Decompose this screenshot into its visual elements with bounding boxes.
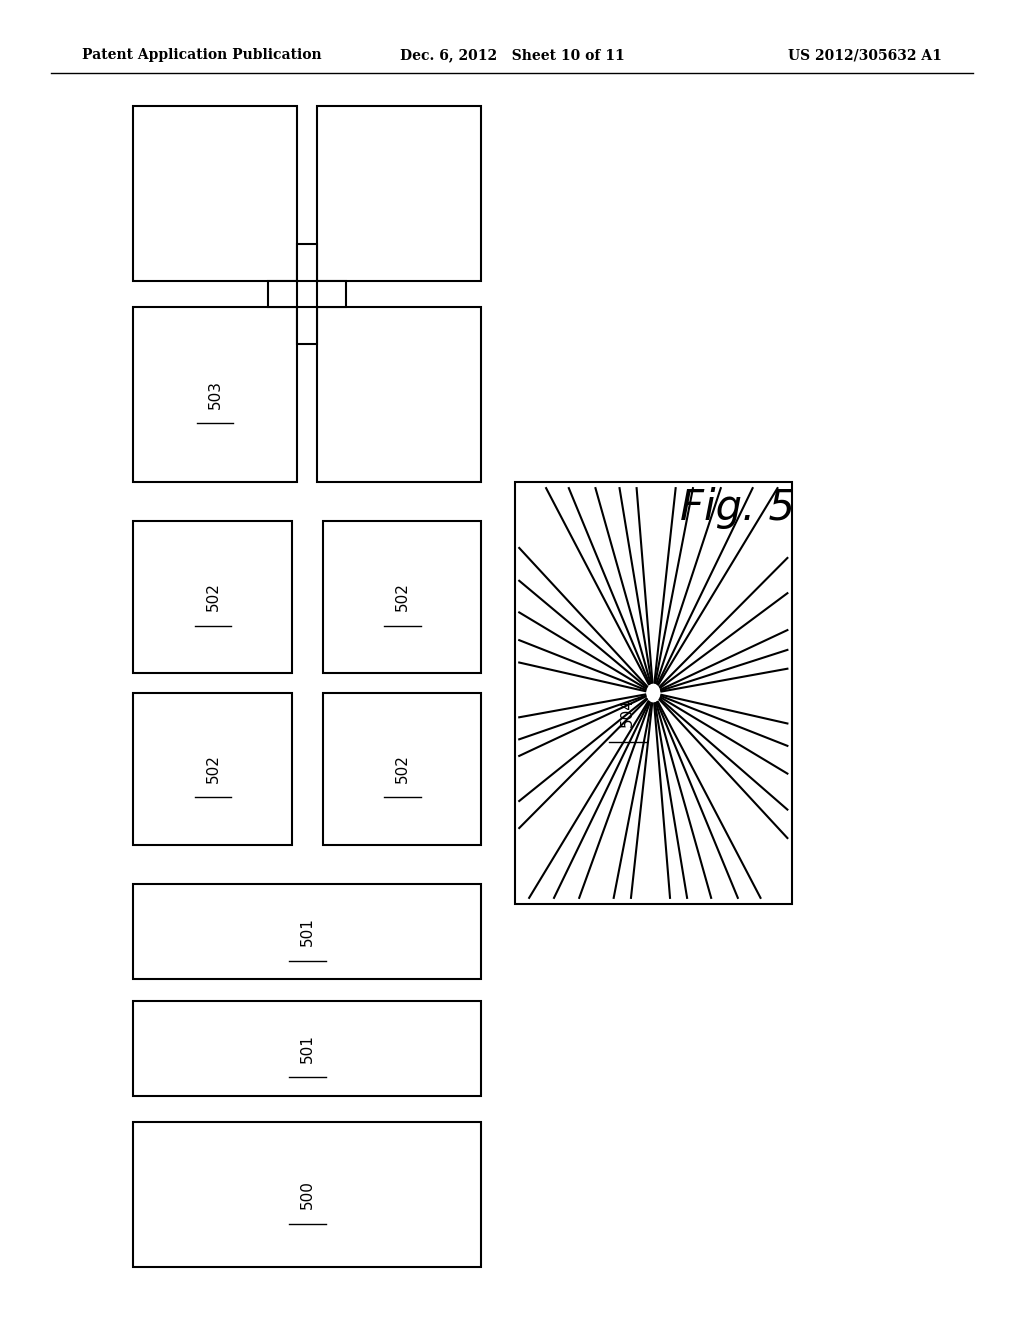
Text: 502: 502 xyxy=(206,582,220,611)
Text: Patent Application Publication: Patent Application Publication xyxy=(82,49,322,62)
Bar xyxy=(268,281,297,308)
Bar xyxy=(297,243,317,281)
Text: 501: 501 xyxy=(300,917,314,946)
Bar xyxy=(133,106,297,281)
Text: 502: 502 xyxy=(206,754,220,783)
Text: 502: 502 xyxy=(395,582,410,611)
Bar xyxy=(317,281,346,308)
Text: 504: 504 xyxy=(621,698,635,727)
Text: US 2012/305632 A1: US 2012/305632 A1 xyxy=(788,49,942,62)
Bar xyxy=(317,306,481,482)
Text: 502: 502 xyxy=(395,754,410,783)
Bar xyxy=(133,1122,481,1267)
Bar xyxy=(515,482,792,904)
Text: 503: 503 xyxy=(208,380,222,409)
Text: Fig. 5: Fig. 5 xyxy=(680,487,795,529)
Bar xyxy=(133,1001,481,1096)
Bar xyxy=(323,693,481,845)
Bar xyxy=(133,521,292,673)
Bar xyxy=(323,521,481,673)
Text: 501: 501 xyxy=(300,1034,314,1063)
Bar xyxy=(297,308,317,345)
Bar xyxy=(317,106,481,281)
Text: Dec. 6, 2012   Sheet 10 of 11: Dec. 6, 2012 Sheet 10 of 11 xyxy=(399,49,625,62)
Bar xyxy=(133,884,481,979)
Bar xyxy=(133,306,297,482)
Text: 500: 500 xyxy=(300,1180,314,1209)
Bar xyxy=(133,693,292,845)
